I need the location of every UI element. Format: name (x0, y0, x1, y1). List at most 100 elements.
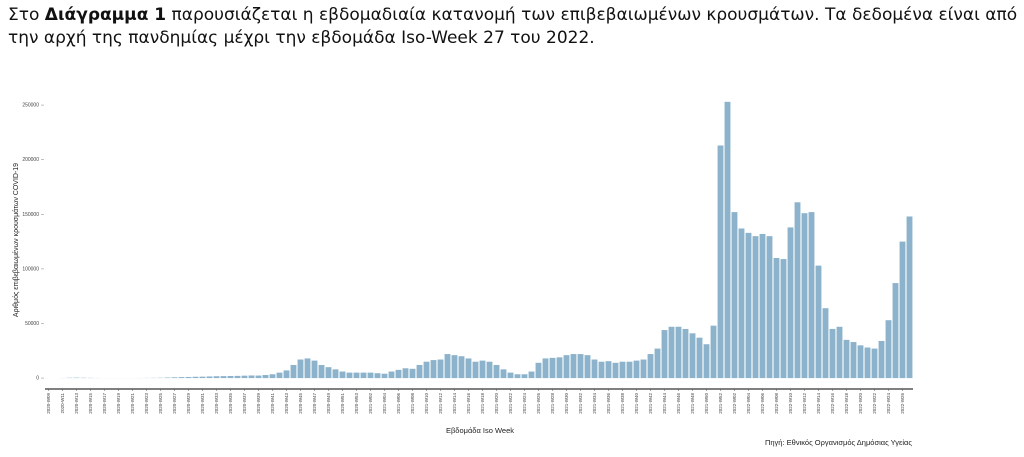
x-tick-label: 2021-W38 (620, 393, 625, 414)
bar (346, 372, 353, 379)
x-tick-label: 2020-W33 (214, 393, 219, 414)
bar (794, 202, 801, 379)
bar (766, 236, 773, 379)
bar (850, 342, 857, 379)
bar (899, 241, 906, 379)
x-tick-label: 2020-W21 (130, 393, 135, 414)
bar (731, 212, 738, 379)
bar (514, 374, 521, 379)
bar (472, 361, 479, 379)
y-tick-label: 0 (36, 376, 39, 382)
bar (367, 372, 374, 379)
x-tick-label: 2020-W13 (74, 393, 79, 414)
x-tick-label: 2020-W09 (46, 393, 51, 414)
bar (556, 357, 563, 379)
x-tick-label: 2021-W50 (704, 393, 709, 414)
bar (171, 377, 178, 379)
bar (619, 361, 626, 379)
bar (836, 326, 843, 379)
bar (892, 283, 899, 379)
bar (724, 101, 731, 379)
x-tick-label: 2022-W14 (816, 393, 821, 414)
x-tick-label: 2020-W27 (172, 393, 177, 414)
text: παρουσιάζεται η εβδομαδιαία κατανομή των… (8, 5, 1018, 48)
bar (633, 360, 640, 379)
x-tick-label: 2020-W29 (186, 393, 191, 414)
x-tick-label: 2021-W24 (522, 393, 527, 414)
x-tick-label: 2022-W22 (872, 393, 877, 414)
bar (668, 326, 675, 379)
bar (318, 364, 325, 379)
bar (843, 339, 850, 379)
bar (325, 367, 332, 379)
bar (563, 355, 570, 379)
bar (577, 354, 584, 379)
x-tick-label: 2021-W30 (564, 393, 569, 414)
bar (780, 259, 787, 379)
x-tick-label: 2021-W02 (368, 393, 373, 414)
bar (311, 360, 318, 379)
bar (759, 233, 766, 379)
y-tick-label: 250000 (22, 103, 39, 109)
bar (206, 376, 213, 379)
bar (395, 369, 402, 379)
bar (752, 236, 759, 379)
bar (535, 362, 542, 379)
x-tick-label: 2021-W10 (424, 393, 429, 414)
x-tick-label: 2020-W15 (88, 393, 93, 414)
bar (178, 377, 185, 379)
bar (458, 356, 465, 379)
bar (262, 375, 269, 379)
bar (689, 333, 696, 379)
bar (598, 361, 605, 379)
x-tick-label: 2021-W18 (480, 393, 485, 414)
bar (255, 375, 262, 379)
bar (738, 228, 745, 379)
bar (493, 364, 500, 379)
bar (647, 354, 654, 379)
bar (591, 359, 598, 379)
bar (815, 265, 822, 379)
x-tick-label: 2020-W19 (116, 393, 121, 414)
bar (549, 357, 556, 379)
x-tick-label: 2022-W16 (830, 393, 835, 414)
bar (283, 370, 290, 379)
x-tick-label: 2022-W02 (732, 393, 737, 414)
x-tick-label: 2020-W37 (242, 393, 247, 414)
bar (227, 376, 234, 379)
bold-text: Διάγραμμα 1 (44, 5, 167, 25)
paragraph: Στο Διάγραμμα 1 παρουσιάζεται η εβδομαδι… (8, 4, 1024, 50)
x-axis-label: Εβδομάδα Iso Week (446, 426, 514, 435)
bar (808, 212, 815, 379)
x-tick-label: 2021-W06 (396, 393, 401, 414)
bar (185, 376, 192, 379)
bar (885, 320, 892, 379)
bar (801, 213, 808, 379)
bar (332, 369, 339, 379)
bar (213, 376, 220, 379)
bar (409, 368, 416, 379)
y-axis-label: Αριθμός επιβεβαιωμένων κρουσμάτων COVID-… (12, 163, 20, 317)
x-tick-label: 2020-W47 (312, 393, 317, 414)
bar (906, 216, 913, 379)
bar (276, 372, 283, 379)
x-tick-label: 2021-W04 (382, 393, 387, 414)
bar (339, 371, 346, 379)
bar (626, 361, 633, 379)
x-tick-label: 2021-W32 (578, 393, 583, 414)
x-tick-label: 2020-W51 (340, 393, 345, 414)
bar (360, 372, 367, 379)
x-tick-label: 2020-W43 (284, 393, 289, 414)
bar (773, 257, 780, 379)
bar (451, 355, 458, 379)
bar (297, 359, 304, 379)
x-tick-label: 2022-W10 (788, 393, 793, 414)
bar (199, 376, 206, 379)
x-tick-label: 2020-W23 (144, 393, 149, 414)
x-tick-label: 2020-W39 (256, 393, 261, 414)
bar (612, 362, 619, 379)
x-tick-label: 2020-W49 (326, 393, 331, 414)
x-tick-label: 2021-W12 (438, 393, 443, 414)
bar (787, 227, 794, 379)
bar (703, 344, 710, 379)
